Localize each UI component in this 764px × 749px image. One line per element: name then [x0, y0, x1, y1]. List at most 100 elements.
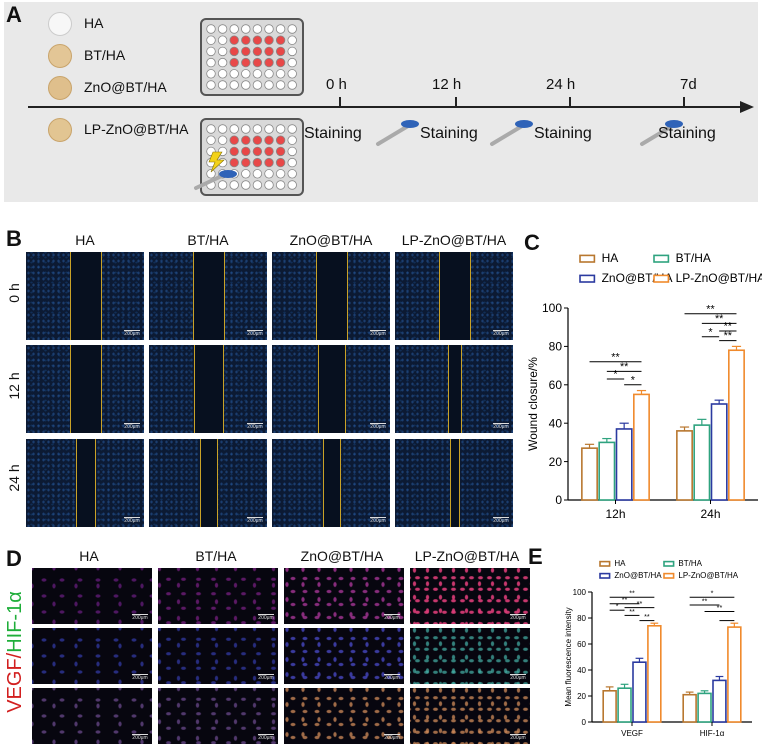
- well-empty: [252, 124, 263, 134]
- well-filled: [241, 46, 251, 57]
- significance-label: **: [715, 313, 724, 325]
- well-filled: [229, 157, 239, 168]
- legend-label: HA: [602, 251, 619, 265]
- staining-label-4: Staining: [658, 125, 716, 142]
- fluorescence-micrograph: 200μm: [410, 568, 530, 624]
- material-label-bt-ha: BT/HA: [84, 47, 126, 63]
- scale-bar: 200μm: [493, 423, 509, 430]
- well-empty: [252, 69, 263, 79]
- well-empty: [275, 124, 286, 134]
- wound-micrograph: 200μm: [149, 345, 267, 433]
- bar: [602, 690, 617, 723]
- well-empty: [217, 124, 228, 134]
- well-empty: [287, 135, 297, 145]
- well-empty: [287, 80, 297, 90]
- bar: [598, 441, 616, 501]
- pipette-icon: [376, 120, 419, 146]
- bar: [693, 424, 711, 501]
- well-empty: [229, 80, 239, 90]
- bar: [581, 447, 598, 501]
- vegf-hif-side-label: VEGF/HIF-1α: [4, 582, 28, 722]
- well-empty: [287, 57, 297, 68]
- column-header-bt-ha: BT/HA: [187, 232, 229, 248]
- well-empty: [275, 24, 286, 34]
- well-empty: [275, 69, 286, 79]
- bar: [682, 693, 697, 723]
- wound-micrograph: 200μm: [26, 345, 144, 433]
- significance-label: *: [708, 326, 713, 338]
- bar: [710, 403, 728, 501]
- scale-bar: 200μm: [124, 330, 140, 337]
- fluorescence-micrograph: 200μm: [284, 568, 404, 624]
- panel-letter-d: D: [6, 546, 22, 571]
- scale-bar: 200μm: [247, 517, 263, 524]
- legend-swatch: [579, 254, 596, 263]
- well-empty: [264, 24, 274, 34]
- scale-bar: 200μm: [124, 423, 140, 430]
- scratch-gap: [439, 252, 471, 340]
- column-header-zno-bt-ha: ZnO@BT/HA: [289, 232, 373, 248]
- well-filled: [252, 146, 263, 157]
- well-empty: [287, 35, 297, 45]
- well-filled: [275, 57, 286, 68]
- bar: [617, 687, 632, 723]
- y-tick-label: 60: [549, 378, 563, 392]
- well-empty: [217, 57, 228, 68]
- wound-micrograph: 200μm: [26, 252, 144, 340]
- significance-label: *: [616, 602, 619, 611]
- y-tick-label: 0: [582, 718, 587, 727]
- well-empty: [241, 80, 251, 90]
- column-header-ha: HA: [75, 232, 95, 248]
- zno-bt-ha-disk-icon: [48, 76, 72, 100]
- panel-letter-c: C: [524, 230, 540, 255]
- bar: [615, 428, 633, 501]
- well-empty: [217, 135, 228, 145]
- wound-micrograph: 200μm: [395, 345, 513, 433]
- staining-label-1: Staining: [304, 125, 362, 142]
- legend-swatch: [663, 560, 675, 567]
- legend-item: BT/HA: [663, 559, 703, 568]
- scale-bar: 200μm: [370, 330, 386, 337]
- significance-label: *: [711, 589, 714, 598]
- well-filled: [241, 146, 251, 157]
- d-column-header-bt-ha: BT/HA: [195, 548, 237, 564]
- row-label-24h: 24 h: [6, 464, 22, 492]
- well-plate-icon: [200, 18, 304, 96]
- significance-label: **: [717, 603, 723, 612]
- x-tick-label: 12h: [605, 507, 625, 521]
- legend-item: HA: [599, 559, 626, 568]
- scale-bar: 200μm: [132, 674, 148, 681]
- well-filled: [241, 35, 251, 45]
- well-empty: [287, 124, 297, 134]
- scratch-gap: [193, 252, 225, 340]
- well-filled: [229, 35, 239, 45]
- well-empty: [206, 169, 216, 179]
- well-empty: [241, 180, 251, 190]
- scale-bar: 200μm: [132, 734, 148, 741]
- significance-label: **: [724, 321, 733, 333]
- y-tick-label: 60: [577, 640, 586, 649]
- well-empty: [206, 57, 216, 68]
- well-empty: [264, 180, 274, 190]
- well-empty: [275, 180, 286, 190]
- scratch-gap: [70, 252, 102, 340]
- well-filled: [241, 157, 251, 168]
- bar: [633, 393, 650, 501]
- fluorescence-micrograph: 200μm: [32, 688, 152, 744]
- significance-label: **: [706, 303, 715, 315]
- pipette-icon: [640, 120, 683, 146]
- fluorescence-micrograph: 200μm: [158, 688, 278, 744]
- well-filled: [229, 135, 239, 145]
- fluorescence-micrograph: 200μm: [410, 628, 530, 684]
- vegf-label: VEGF/: [4, 652, 26, 713]
- well-filled: [229, 146, 239, 157]
- legend-item: ZnO@BT/HA: [599, 571, 662, 580]
- well-empty: [229, 180, 239, 190]
- scratch-gap: [194, 345, 224, 433]
- d-column-header-ha: HA: [79, 548, 99, 564]
- material-label-ha: HA: [84, 15, 104, 31]
- staining-label-3: Staining: [534, 125, 592, 142]
- fluorescence-intensity-chart: 0 20 40 60 80 100 Mean fluorescence intensity V…: [564, 559, 752, 738]
- well-empty: [241, 169, 251, 179]
